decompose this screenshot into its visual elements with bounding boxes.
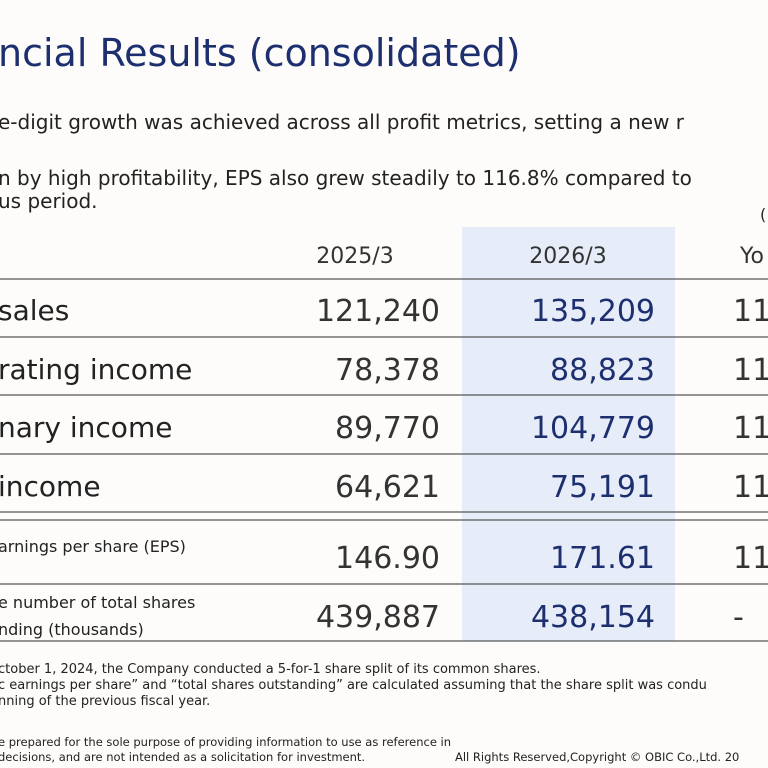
column-header: 2026/3 [529,244,606,269]
paragraph: us period. [0,189,98,213]
table: 2025/3 2026/3 Yo sales 121,240 135,209 11 ratin… [0,244,768,642]
row-label: nary income [0,411,172,444]
cell: 438,154 [531,600,655,635]
row-label: sales [0,294,69,327]
disclaimer: decisions, and are not intended as a sol… [0,750,365,764]
cell: 171.61 [550,541,655,576]
cell: 11 [733,294,768,329]
disclaimer: e prepared for the sole purpose of provi… [0,735,451,749]
row-label: rating income [0,353,192,386]
footnote: c earnings per share” and “total shares … [0,678,707,693]
title: ncial Results (consolidated) [0,31,521,75]
row-label: nding (thousands) [0,620,144,639]
highlight-column [462,227,675,641]
cell: 64,621 [335,470,440,505]
unit-note: ( [760,205,766,224]
footnote: nning of the previous fiscal year. [0,694,210,709]
paragraph: e-digit growth was achieved across all p… [0,110,685,134]
cell: 78,378 [335,353,440,388]
cell: 113 [733,353,768,388]
cell: 439,887 [316,600,440,635]
row-label: e number of total shares [0,593,195,612]
column-header: Yo [739,244,764,269]
paragraph: n by high profitability, EPS also grew s… [0,166,692,190]
cell: 116 [733,411,768,446]
cell: 121,240 [316,294,440,329]
footnote: ctober 1, 2024, the Company conducted a … [0,662,541,677]
cell: 104,779 [531,411,655,446]
copyright: All Rights Reserved,Copyright © OBIC Co.… [455,750,739,764]
column-header: 2025/3 [316,244,393,269]
row-label: income [0,470,101,503]
cell: 75,191 [550,470,655,505]
row-label: arnings per share (EPS) [0,537,186,556]
cell: 135,209 [531,294,655,329]
cell: - [733,600,744,635]
cell: 89,770 [335,411,440,446]
cell: 116 [733,541,768,576]
cell: 116 [733,470,768,505]
cell: 146.90 [335,541,440,576]
cell: 88,823 [550,353,655,388]
